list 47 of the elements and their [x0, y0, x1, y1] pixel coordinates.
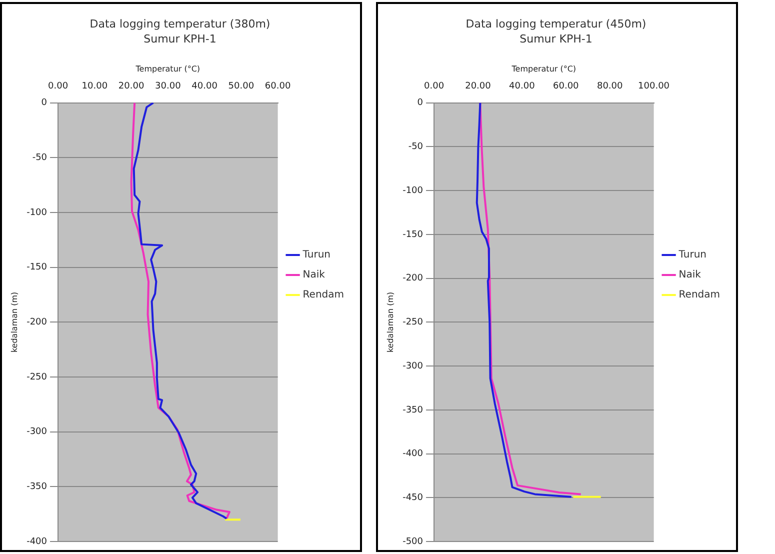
x-tick-label: 30.00 [155, 82, 182, 92]
y-tick-label: -350 [402, 405, 424, 416]
x-tick-label: 10.00 [82, 82, 108, 92]
y-tick-label: -350 [26, 482, 48, 492]
x-axis-title: Temperatur (°C) [510, 64, 576, 74]
y-tick-label: -500 [402, 536, 424, 547]
x-tick-label: 60.00 [264, 82, 291, 92]
y-tick-label: -250 [26, 372, 48, 382]
y-tick-label: -100 [402, 186, 424, 196]
x-tick-label: 40.00 [192, 82, 218, 92]
x-tick-label: 0.00 [424, 82, 444, 92]
y-tick-label: 0 [41, 98, 48, 108]
x-tick-label: 20.00 [465, 82, 492, 92]
legend-label: Turun [302, 250, 331, 261]
x-tick-label: 60.00 [553, 82, 580, 92]
y-tick-label: -100 [26, 208, 48, 218]
x-tick-label: 100.00 [638, 82, 670, 92]
y-tick-label: -400 [26, 536, 48, 547]
chart-subtitle: Sumur KPH-1 [144, 32, 216, 46]
y-tick-label: -450 [402, 493, 424, 504]
y-tick-label: -50 [32, 152, 48, 163]
y-tick-label: -300 [402, 361, 424, 372]
y-axis-title: kedalaman (m) [386, 292, 395, 353]
legend-label: Rendam [302, 290, 344, 301]
y-tick-label: -300 [26, 427, 48, 438]
y-tick-label: 0 [417, 98, 424, 108]
chart-title: Data logging temperatur (450m) [466, 17, 646, 30]
y-tick-label: -200 [26, 318, 48, 328]
y-tick-label: -50 [408, 142, 424, 152]
x-tick-label: 50.00 [228, 82, 254, 92]
y-axis-title: kedalaman (m) [10, 292, 19, 353]
y-tick-label: -150 [402, 230, 424, 240]
x-tick-label: 80.00 [596, 82, 623, 92]
y-tick-label: -400 [402, 449, 424, 460]
y-tick-label: -250 [402, 318, 424, 328]
chart-title: Data logging temperatur (380m) [90, 17, 270, 30]
legend-label: Naik [302, 270, 326, 281]
legend-label: Naik [678, 270, 702, 281]
x-tick-label: 20.00 [118, 82, 144, 92]
y-tick-label: -150 [26, 262, 48, 273]
x-tick-label: 0.00 [48, 82, 68, 92]
legend-label: Turun [678, 250, 707, 261]
y-tick-label: -200 [402, 274, 424, 284]
x-tick-label: 40.00 [509, 82, 536, 92]
legend-label: Rendam [678, 290, 720, 301]
x-axis-title: Temperatur (°C) [134, 64, 200, 74]
chart-subtitle: Sumur KPH-1 [520, 32, 592, 46]
